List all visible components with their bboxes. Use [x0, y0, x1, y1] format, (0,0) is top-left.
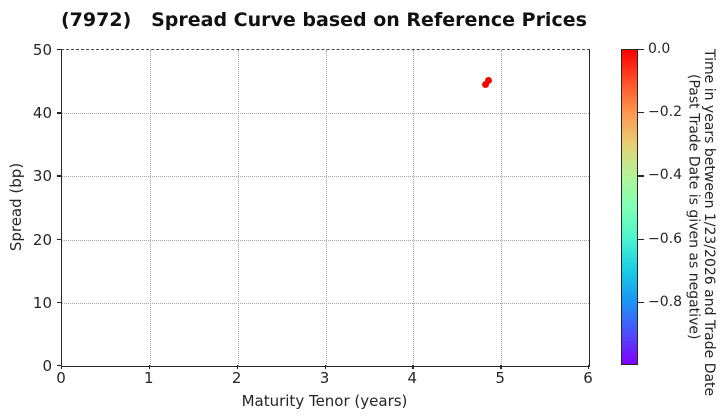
gridline-horizontal [62, 113, 589, 115]
x-tick-mark [412, 365, 414, 369]
gridline-vertical [237, 50, 239, 366]
gridline-vertical [413, 50, 415, 366]
colorbar-tick-mark [638, 175, 644, 177]
y-tick-label: 0 [42, 357, 52, 375]
colorbar-label-line1: Time in years between 1/23/2026 and Trad… [701, 49, 717, 397]
gridline-vertical [325, 50, 327, 366]
y-tick-mark [57, 365, 61, 367]
x-tick-mark [61, 365, 63, 369]
gridline-horizontal [62, 302, 589, 304]
x-axis-label: Maturity Tenor (years) [241, 392, 408, 410]
data-point [481, 80, 489, 88]
gridline-horizontal [62, 176, 589, 178]
gridline-vertical [149, 50, 151, 366]
colorbar-label-line2: (Past Trade Date is given as negative) [685, 74, 702, 340]
x-tick-mark [236, 365, 239, 369]
y-tick-label: 40 [32, 104, 52, 123]
y-tick-mark [57, 112, 61, 114]
x-tick-label: 2 [231, 369, 242, 387]
x-tick-label: 5 [495, 369, 505, 387]
x-tick-label: 6 [583, 369, 593, 387]
gridline-horizontal [62, 239, 589, 241]
colorbar-tick-label: −0.8 [648, 293, 682, 310]
data-point [485, 77, 493, 85]
y-tick-mark [57, 175, 61, 177]
y-tick-label: 20 [32, 230, 52, 249]
x-tick-mark [588, 365, 590, 369]
colorbar-tick-mark [638, 238, 644, 240]
x-tick-label: 4 [407, 369, 418, 387]
y-tick-mark [57, 238, 61, 240]
colorbar-label: Time in years between 1/23/2026 and Trad… [683, 49, 718, 397]
colorbar-tick-label: −0.4 [648, 167, 682, 184]
y-tick-label: 10 [32, 293, 52, 312]
gridline-vertical [501, 50, 503, 366]
plot-area [61, 49, 590, 367]
colorbar-tick-mark [638, 301, 644, 304]
y-tick-mark [57, 49, 61, 51]
colorbar [621, 49, 638, 365]
colorbar-tick-mark [638, 112, 644, 114]
x-tick-label: 3 [319, 369, 330, 387]
x-tick-label: 0 [56, 369, 66, 387]
colorbar-tick-label: −0.6 [648, 230, 682, 247]
x-tick-label: 1 [144, 369, 154, 387]
x-tick-mark [324, 365, 326, 369]
colorbar-tick-mark [638, 49, 644, 51]
y-tick-label: 30 [32, 167, 52, 186]
colorbar-tick-label: 0.0 [648, 41, 671, 57]
colorbar-tick-label: −0.2 [648, 104, 682, 121]
chart-title: (7972) Spread Curve based on Reference P… [61, 9, 587, 31]
x-tick-mark [500, 365, 502, 369]
y-tick-mark [57, 301, 61, 304]
y-tick-label: 50 [32, 41, 52, 59]
x-tick-mark [148, 365, 151, 369]
